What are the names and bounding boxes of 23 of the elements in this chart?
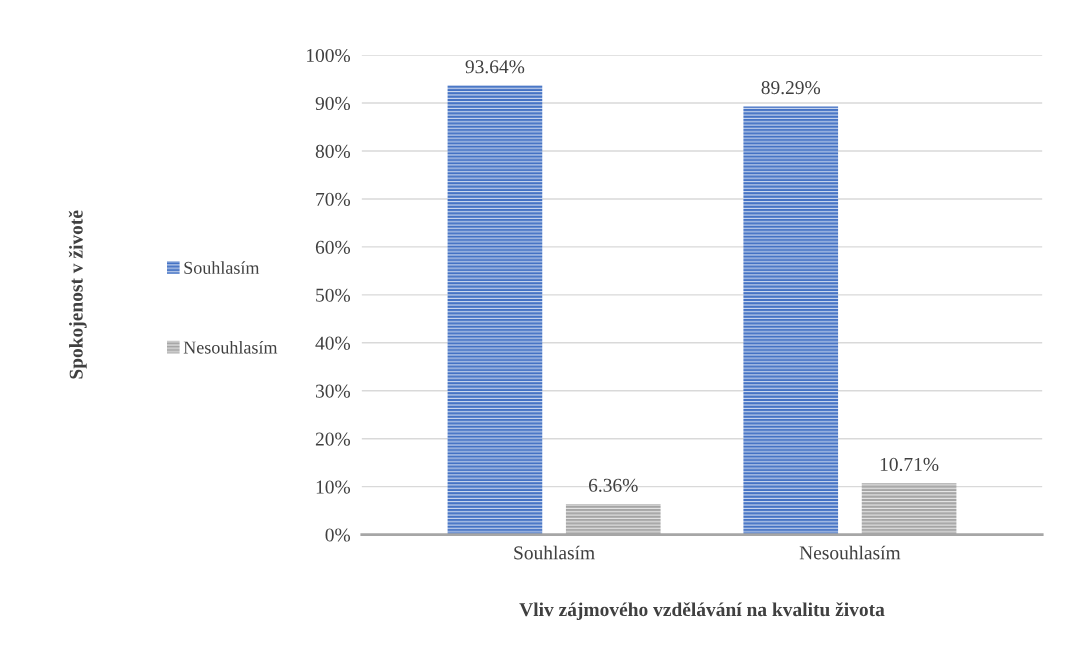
y-tick-label: 90% — [315, 96, 351, 111]
y-tick-label: 60% — [315, 240, 351, 254]
y-tick-label: 10% — [316, 480, 351, 494]
data-label: 10.71% — [880, 457, 939, 472]
y-tick-label: 100% — [307, 48, 351, 63]
y-tick-label: 40% — [315, 336, 351, 350]
y-tick-label: 0% — [325, 528, 351, 542]
bar — [565, 504, 661, 535]
legend-label: Nesouhlasím — [183, 340, 278, 354]
data-label: 89.29% — [761, 81, 821, 95]
data-label: 6.36% — [588, 478, 638, 492]
bar — [743, 106, 839, 535]
y-tick-label: 80% — [315, 144, 351, 158]
text: Spokojenost v životě — [68, 210, 87, 379]
x-axis-title: Vliv zájmového vzdělávání na kvalitu života — [519, 602, 885, 621]
bar — [861, 483, 957, 535]
legend-label: Souhlasím — [184, 261, 260, 274]
data-label: 93.64% — [465, 60, 525, 74]
y-tick-label: 20% — [315, 432, 351, 446]
bar — [447, 85, 543, 535]
y-tick-label: 30% — [315, 384, 351, 398]
y-tick-label: 70% — [316, 192, 351, 206]
y-tick-label: 50% — [316, 288, 351, 302]
